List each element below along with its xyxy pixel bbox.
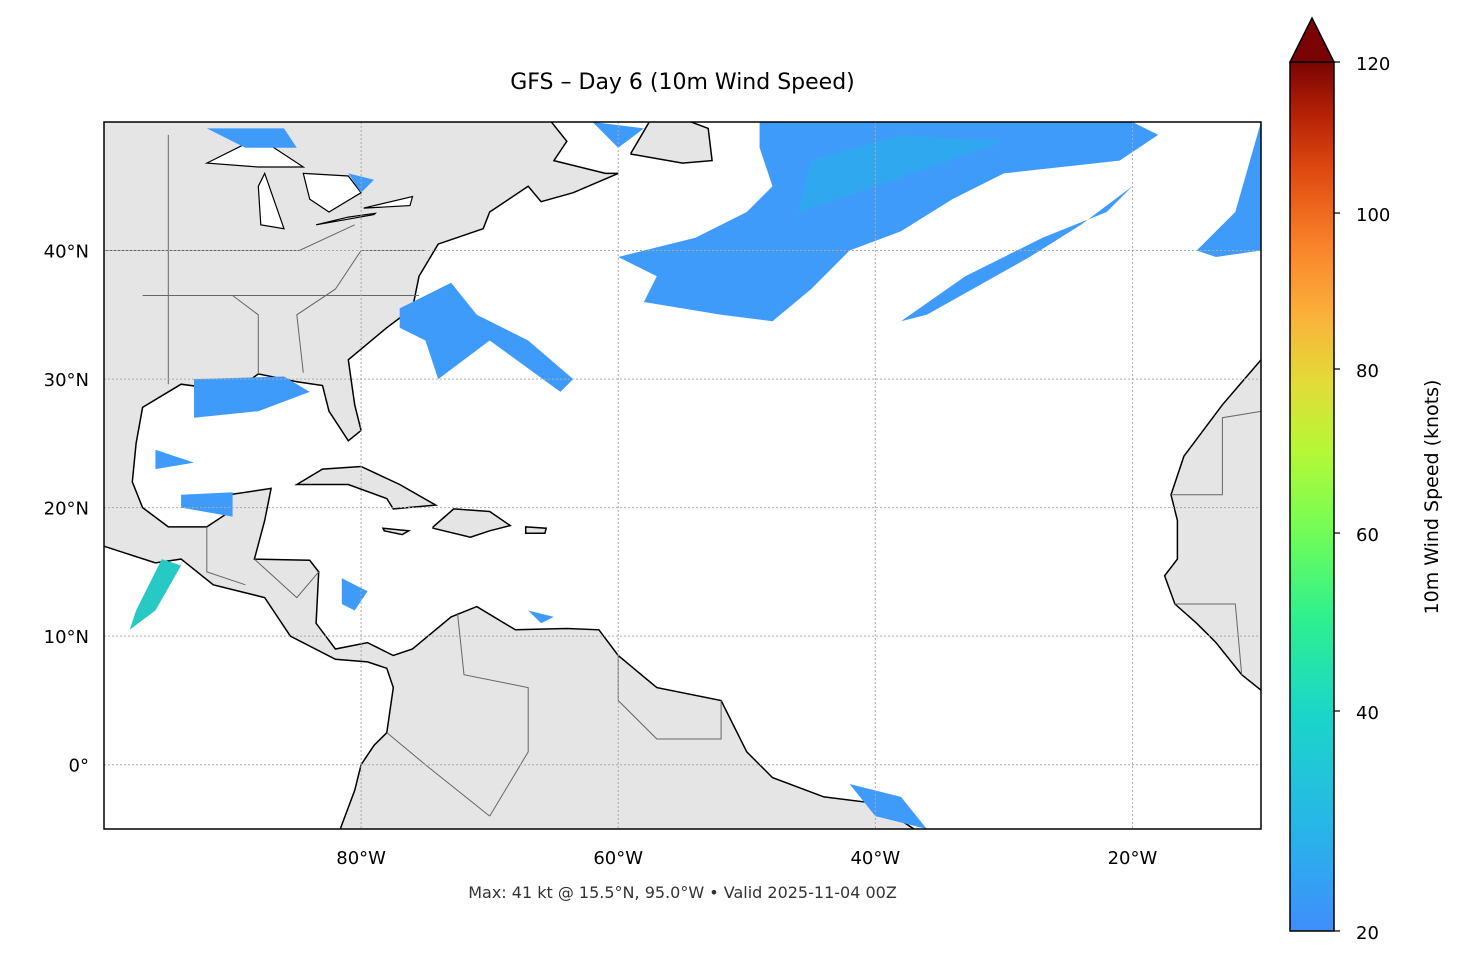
great-lake bbox=[257, 171, 285, 230]
wind-speed-area bbox=[399, 282, 574, 392]
lon-tick-label: 40°W bbox=[850, 848, 900, 869]
lat-tick-label: 20°N bbox=[44, 499, 89, 520]
country-border bbox=[296, 250, 426, 373]
country-border bbox=[617, 655, 722, 740]
country-border bbox=[1171, 410, 1261, 496]
lon-tick-label: 20°W bbox=[1108, 848, 1158, 869]
max-wind-caption: Max: 41 kt @ 15.5°N, 95.0°W • Valid 2025… bbox=[468, 883, 897, 902]
country-border bbox=[232, 295, 259, 374]
great-lake bbox=[204, 136, 306, 168]
colorbar bbox=[1289, 61, 1335, 932]
lon-tick-label: 60°W bbox=[593, 848, 643, 869]
great-lake bbox=[302, 172, 362, 213]
land-hispaniola bbox=[432, 508, 512, 538]
land-africa bbox=[1163, 358, 1261, 692]
map-frame bbox=[103, 121, 1262, 830]
wind-speed-area bbox=[849, 784, 927, 829]
wind-speed-area bbox=[341, 578, 368, 611]
land-jamaica bbox=[381, 527, 412, 536]
wind-speed-area bbox=[901, 186, 1133, 322]
land-cuba bbox=[294, 465, 439, 510]
country-border bbox=[457, 612, 529, 817]
great-lake bbox=[315, 212, 377, 226]
colorbar-tick-label: 80 bbox=[1356, 361, 1379, 382]
country-border bbox=[206, 526, 246, 586]
land-puerto-rico bbox=[524, 526, 548, 535]
country-border bbox=[1174, 603, 1243, 675]
colorbar-tick-label: 100 bbox=[1356, 205, 1390, 226]
wind-speed-area bbox=[206, 128, 297, 148]
lat-tick-label: 0° bbox=[69, 756, 89, 777]
colorbar-tick-label: 120 bbox=[1356, 54, 1390, 75]
wind-speed-area bbox=[194, 376, 310, 418]
land-newfoundland bbox=[630, 122, 713, 164]
map-title: GFS – Day 6 (10m Wind Speed) bbox=[510, 70, 855, 95]
wind-speed-area bbox=[528, 610, 554, 624]
wind-speed-area bbox=[181, 492, 233, 517]
wind-speed-area bbox=[1196, 122, 1261, 257]
colorbar-extend-arrow bbox=[1288, 16, 1336, 63]
great-lake bbox=[363, 195, 414, 209]
wind-speed-area bbox=[129, 559, 182, 630]
wind-speed-area bbox=[798, 134, 1004, 212]
colorbar-tick-label: 40 bbox=[1356, 703, 1379, 724]
colorbar-tick-label: 60 bbox=[1356, 525, 1379, 546]
lat-tick-label: 10°N bbox=[44, 627, 89, 648]
colorbar-tick-label: 20 bbox=[1356, 923, 1379, 944]
land-north-america bbox=[104, 122, 915, 829]
wind-speed-area bbox=[618, 122, 1159, 322]
lat-tick-label: 30°N bbox=[44, 370, 89, 391]
lon-tick-label: 80°W bbox=[336, 848, 386, 869]
country-border bbox=[254, 558, 320, 599]
wind-speed-area bbox=[155, 449, 194, 470]
colorbar-label: 10m Wind Speed (knots) bbox=[1421, 379, 1443, 615]
lat-tick-label: 40°N bbox=[44, 242, 89, 263]
